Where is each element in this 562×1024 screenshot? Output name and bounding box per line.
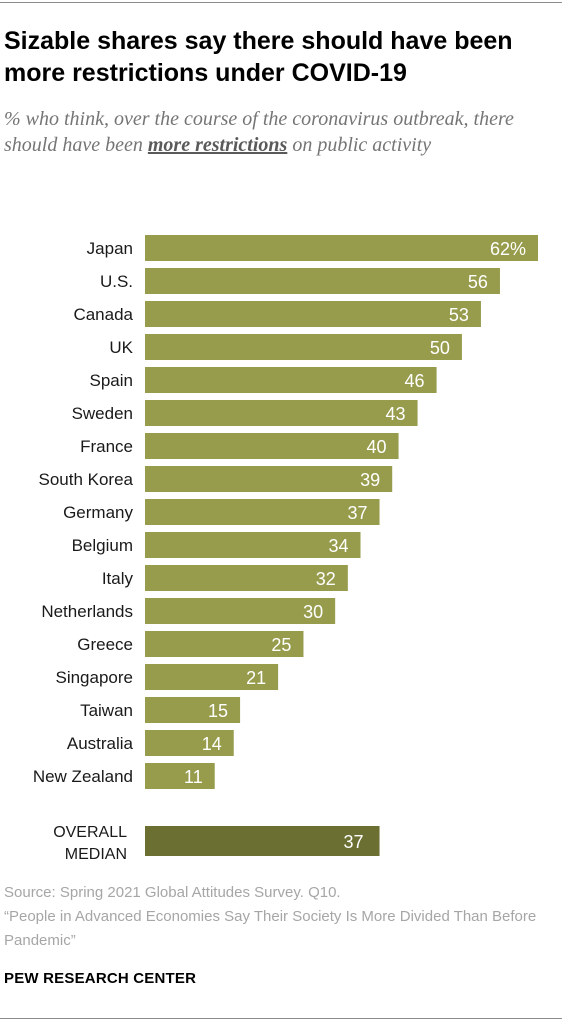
category-label: France xyxy=(80,437,133,456)
bar xyxy=(145,598,336,624)
category-label: Netherlands xyxy=(41,602,133,621)
bar-value-label: 56 xyxy=(468,272,488,292)
category-label: UK xyxy=(109,338,133,357)
top-rule xyxy=(0,2,562,3)
bar xyxy=(145,664,279,690)
bar-value-label: 40 xyxy=(367,437,387,457)
bar-chart: Japan 62% U.S. 56 Canada 53 UK 50 Spain 46 Sweden 4… xyxy=(33,235,538,863)
bar-value-label: 21 xyxy=(246,668,266,688)
category-label: Belgium xyxy=(72,536,133,555)
median-bar xyxy=(145,826,380,856)
category-label: Spain xyxy=(90,371,133,390)
bar xyxy=(145,730,234,756)
bar-value-label: 11 xyxy=(184,767,203,787)
bar-value-label: 43 xyxy=(386,404,406,424)
bar xyxy=(145,532,361,558)
bar xyxy=(145,235,538,261)
bar xyxy=(145,466,393,492)
category-label: Japan xyxy=(87,239,133,258)
bar-value-label: 25 xyxy=(271,635,291,655)
category-label: Italy xyxy=(102,569,134,588)
bar-value-label: 32 xyxy=(316,569,336,589)
bar xyxy=(145,400,418,426)
category-label: U.S. xyxy=(100,272,133,291)
median-label-line2: MEDIAN xyxy=(65,846,127,863)
category-label: Greece xyxy=(77,635,133,654)
chart-footer: Source: Spring 2021 Global Attitudes Sur… xyxy=(4,881,556,953)
bottom-rule xyxy=(0,1018,562,1019)
chart-title: Sizable shares say there should have bee… xyxy=(4,27,513,87)
bar-value-label: 15 xyxy=(208,701,228,721)
category-label: Germany xyxy=(63,503,133,522)
bar-value-label: 34 xyxy=(328,536,348,556)
bar xyxy=(145,565,348,591)
bar xyxy=(145,268,500,294)
category-label: New Zealand xyxy=(33,767,133,786)
bar xyxy=(145,499,380,525)
subtitle-text-start: % who think, over the course of the coro… xyxy=(4,108,514,156)
subtitle-text-end: on public activity xyxy=(287,134,432,156)
bar-value-label: 62% xyxy=(490,239,526,259)
chart-subtitle: % who think, over the course of the coro… xyxy=(4,106,556,158)
source-note: Source: Spring 2021 Global Attitudes Sur… xyxy=(4,884,341,901)
bar-value-label: 50 xyxy=(430,338,450,358)
bar-value-label: 39 xyxy=(360,470,380,490)
bar-value-label: 14 xyxy=(202,734,222,754)
report-title: “People in Advanced Economies Say Their … xyxy=(4,908,537,949)
bar xyxy=(145,433,399,459)
brand-name: PEW RESEARCH CENTER xyxy=(4,970,197,987)
bar-value-label: 30 xyxy=(303,602,323,622)
category-label: South Korea xyxy=(38,470,133,489)
bar xyxy=(145,367,437,393)
category-label: Australia xyxy=(67,734,134,753)
bar xyxy=(145,301,481,327)
bar-value-label: 37 xyxy=(348,503,368,523)
bar-value-label: 46 xyxy=(405,371,425,391)
category-label: Taiwan xyxy=(80,701,133,720)
subtitle-emphasis: more restrictions xyxy=(147,134,288,156)
bar xyxy=(145,697,241,723)
bar xyxy=(145,631,304,657)
bar xyxy=(145,763,215,789)
bar-value-label: 53 xyxy=(449,305,469,325)
median-label-line1: OVERALL xyxy=(53,824,127,841)
median-value-label: 37 xyxy=(344,832,364,852)
bar xyxy=(145,334,462,360)
category-label: Sweden xyxy=(72,404,133,423)
category-label: Canada xyxy=(73,305,133,324)
category-label: Singapore xyxy=(55,668,133,687)
